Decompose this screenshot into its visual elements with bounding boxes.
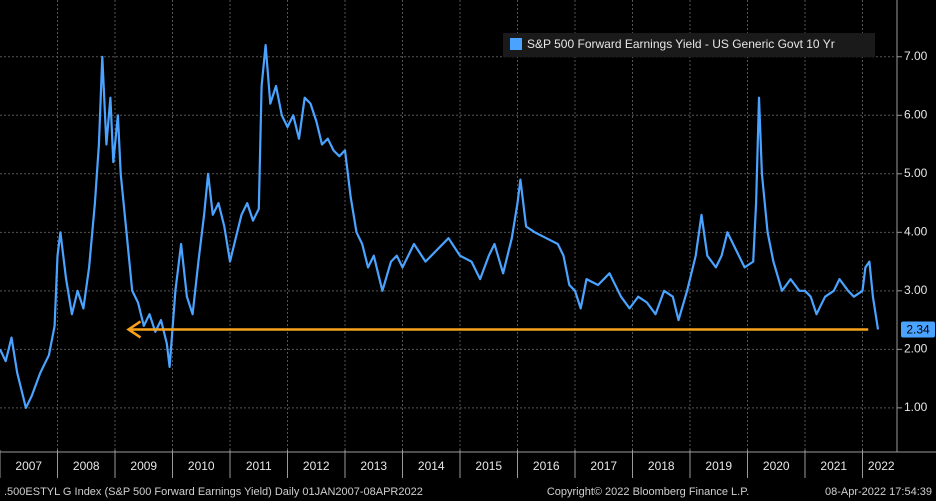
last-value-label: 2.34 [906, 323, 930, 337]
footer-left: .500ESTYL G Index (S&P 500 Forward Earni… [4, 486, 423, 498]
series-line [0, 44, 880, 409]
x-tick-label: 2012 [303, 459, 330, 473]
y-tick-label: 1.00 [904, 400, 928, 414]
x-tick-label: 2019 [705, 459, 732, 473]
legend-swatch [510, 38, 522, 50]
reference-arrow-head [126, 320, 142, 339]
x-tick-label: 2007 [15, 459, 42, 473]
x-tick-label: 2021 [820, 459, 847, 473]
x-tick-label: 2018 [648, 459, 675, 473]
last-value-box [901, 321, 935, 338]
y-tick-label: 5.00 [904, 166, 928, 180]
footer-center: Copyright© 2022 Bloomberg Finance L.P. [547, 486, 749, 498]
x-tick-label: 2020 [763, 459, 790, 473]
x-tick-label: 2022 [868, 459, 895, 473]
x-tick-label: 2015 [475, 459, 502, 473]
x-tick-label: 2009 [130, 459, 157, 473]
x-tick-label: 2016 [533, 459, 560, 473]
y-tick-label: 3.00 [904, 283, 928, 297]
legend: S&P 500 Forward Earnings Yield - US Gene… [503, 33, 875, 57]
x-tick-label: 2013 [360, 459, 387, 473]
x-tick-label: 2017 [590, 459, 617, 473]
y-tick-label: 2.00 [904, 342, 928, 356]
legend-box [503, 33, 875, 57]
x-tick-label: 2014 [418, 459, 445, 473]
x-tick-label: 2008 [73, 459, 100, 473]
y-tick-label: 4.00 [904, 224, 928, 238]
footer-right: 08-Apr-2022 17:54:39 [825, 486, 932, 498]
y-tick-label: 7.00 [904, 49, 928, 63]
y-tick-label: 6.00 [904, 107, 928, 121]
x-tick-label: 2010 [188, 459, 215, 473]
legend-label: S&P 500 Forward Earnings Yield - US Gene… [527, 37, 835, 51]
x-tick-label: 2011 [246, 459, 272, 473]
